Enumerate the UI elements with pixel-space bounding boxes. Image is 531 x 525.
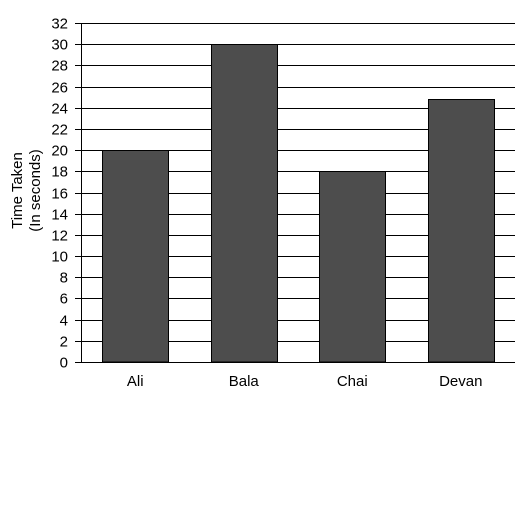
y-tick-label: 26 [51, 80, 68, 97]
y-axis-title-line: (In seconds) [27, 149, 44, 232]
bar-ali [102, 150, 169, 363]
bars [102, 44, 495, 363]
x-tick-labels: Ali Bala Chai Devan [127, 373, 483, 390]
y-axis-title-group: Time Taken (In seconds) [9, 149, 44, 232]
y-axis-title: Time Taken (In seconds) [9, 149, 44, 232]
y-axis-title-line: Time Taken [9, 152, 26, 229]
x-tick-label: Devan [439, 373, 482, 390]
x-tick-label: Bala [229, 373, 260, 390]
y-tick-label: 24 [51, 101, 68, 118]
x-tick-label: Chai [337, 373, 368, 390]
y-tick-label: 16 [51, 186, 68, 203]
bar-bala [211, 44, 278, 363]
bar-devan [428, 99, 495, 363]
bar-chai [319, 171, 386, 363]
y-tick-label: 32 [51, 16, 68, 33]
y-tick-label: 28 [51, 58, 68, 75]
y-tick-label: 22 [51, 122, 68, 139]
y-tick-label: 0 [60, 355, 68, 372]
y-tick-label: 6 [60, 291, 68, 308]
y-tick-label: 10 [51, 249, 68, 266]
y-tick-label: 4 [60, 313, 68, 330]
y-tick-label: 30 [51, 37, 68, 54]
axes [75, 23, 515, 363]
y-tick-label: 2 [60, 334, 68, 351]
y-tick-label: 14 [51, 207, 68, 224]
y-tick-label: 18 [51, 164, 68, 181]
y-tick-label: 8 [60, 270, 68, 287]
x-tick-label: Ali [127, 373, 144, 390]
y-tick-label: 12 [51, 228, 68, 245]
y-tick-label: 20 [51, 143, 68, 160]
